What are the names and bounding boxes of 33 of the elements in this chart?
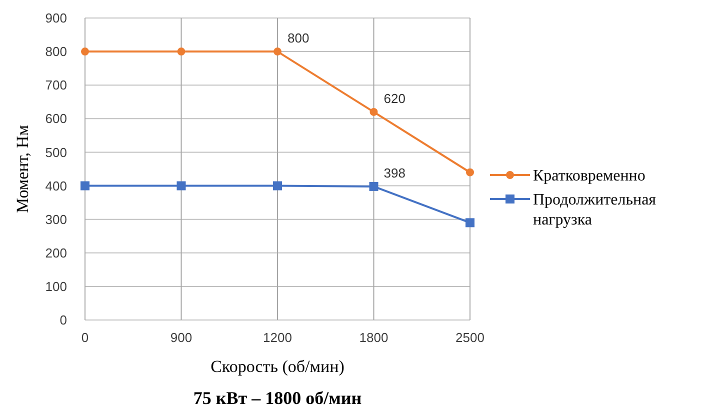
x-tick-label: 2500 <box>456 330 484 345</box>
data-label: 800 <box>288 30 310 46</box>
point <box>81 48 89 56</box>
y-tick-label: 400 <box>45 178 67 194</box>
y-tick-label: 200 <box>45 245 67 260</box>
y-tick-label: 700 <box>45 78 67 93</box>
y-tick-label: 900 <box>45 10 67 26</box>
y-tick-label: 600 <box>45 111 67 126</box>
point <box>370 108 378 116</box>
point <box>466 168 474 176</box>
data-label: 620 <box>384 90 406 106</box>
x-tick-label: 1200 <box>263 330 292 345</box>
legend-label: Кратковременно <box>533 168 646 185</box>
x-axis-title: Скорость (об/мин) <box>210 357 344 376</box>
legend-label: Продолжительная нагрузка <box>533 192 657 229</box>
point <box>177 48 186 56</box>
x-tick-label: 900 <box>170 330 192 345</box>
y-tick-label: 500 <box>45 144 67 160</box>
y-axis-title: Момент, Нм <box>13 124 32 213</box>
point <box>176 181 186 190</box>
y-tick-label: 300 <box>45 212 67 227</box>
point <box>466 218 474 228</box>
point <box>274 48 282 56</box>
y-tick-label: 0 <box>60 312 67 328</box>
x-tick-label: 1800 <box>359 330 388 345</box>
point <box>80 181 90 190</box>
x-tick-label: 0 <box>81 330 89 345</box>
y-tick-label: 100 <box>45 278 67 294</box>
data-label: 398 <box>384 165 406 180</box>
point <box>369 182 378 191</box>
point <box>273 181 282 190</box>
y-tick-label: 800 <box>45 44 67 60</box>
text: 75 кВт – 1800 об/мин <box>193 388 362 408</box>
